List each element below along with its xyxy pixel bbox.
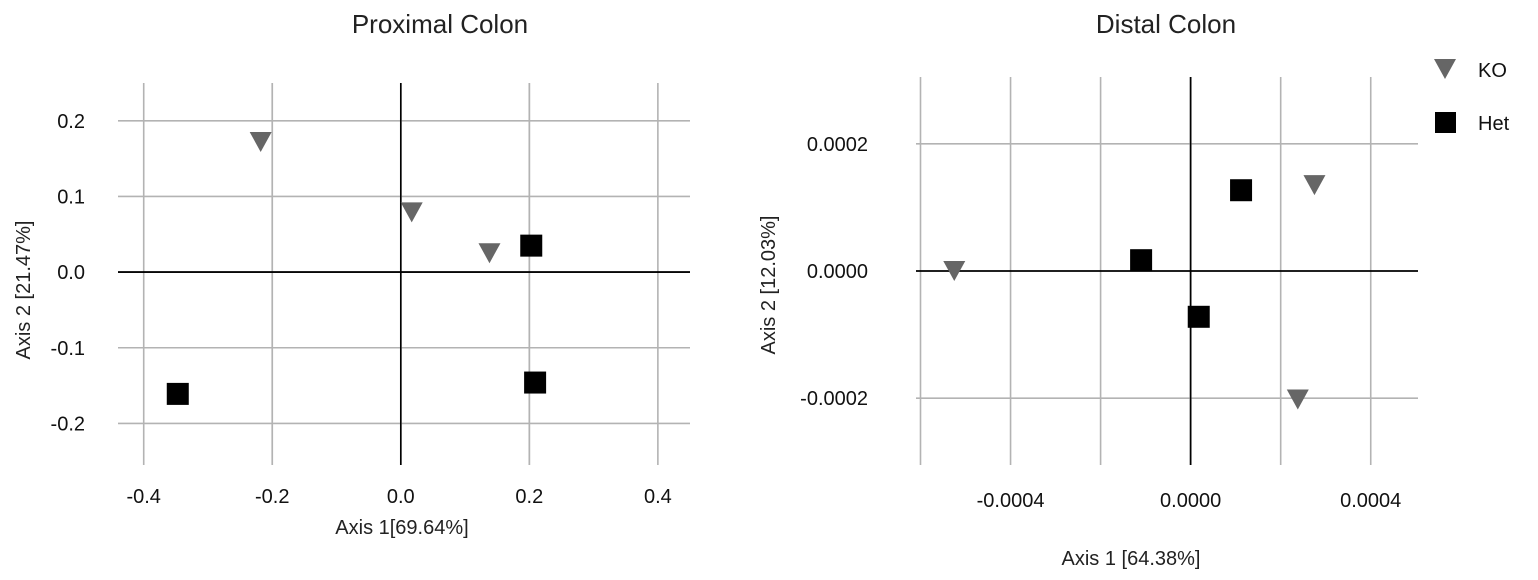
legend-het-marker [1435, 112, 1456, 133]
proximal-colon-x-axis-label: Axis 1[69.64%] [335, 517, 468, 539]
proximal-colon-x-tick-label: -0.2 [255, 486, 289, 508]
proximal-colon-y-tick-labels: -0.2 -0.1 0.0 0.1 0.2 [51, 111, 85, 436]
legend-het-label: Het [1478, 113, 1510, 135]
distal-colon-y-axis-label: Axis 2 [12.03%] [758, 216, 780, 355]
proximal-colon-panel: Proximal Colon -0.2-0.10.00.10.2 -0.4 -0.… [13, 9, 690, 539]
distal-colon-point-ko [1303, 175, 1326, 196]
distal-colon-point-het [1230, 179, 1253, 202]
distal-colon-y-tick-labels: -0.0002 0.0000 0.0002 [800, 134, 868, 410]
proximal-colon-x-tick-label: -0.4 [126, 486, 160, 508]
distal-colon-y-tick-label: -0.0002 [800, 388, 868, 410]
distal-colon-points [943, 175, 1326, 410]
proximal-colon-x-tick-label: 0.0 [387, 486, 415, 508]
distal-colon-y-tick-label: 0.0000 [807, 261, 868, 283]
proximal-colon-point-ko [249, 132, 272, 153]
legend-ko-marker [1434, 59, 1456, 79]
proximal-colon-y-tick-label: -0.1 [51, 338, 85, 360]
distal-colon-panel: Distal Colon -0.0002 0.0000 0.0002 -0.0004… [758, 9, 1418, 570]
proximal-colon-x-tick-labels: -0.4 -0.2 0.0 0.2 0.4 [126, 486, 671, 508]
legend: KO Het [1434, 59, 1510, 135]
distal-colon-x-tick-labels: -0.0004 0.0000 0.0004 [977, 490, 1402, 512]
distal-colon-title: Distal Colon [1096, 9, 1236, 39]
proximal-colon-title: Proximal Colon [352, 9, 528, 39]
proximal-colon-point-het [166, 382, 189, 405]
distal-colon-grid [916, 77, 1418, 465]
distal-colon-point-het [1187, 305, 1210, 328]
distal-colon-point-ko [943, 261, 966, 281]
proximal-colon-grid [118, 83, 690, 465]
distal-colon-y-tick-label: 0.0002 [807, 134, 868, 156]
distal-colon-x-tick-label: 0.0000 [1160, 490, 1221, 512]
proximal-colon-y-axis-label: Axis 2 [21.47%] [13, 221, 35, 360]
distal-colon-x-tick-label: 0.0004 [1340, 490, 1401, 512]
proximal-colon-y-tick-label: 0.0 [57, 262, 85, 284]
proximal-colon-point-het [524, 371, 547, 394]
distal-colon-point-het [1130, 249, 1153, 272]
proximal-colon-x-tick-label: 0.2 [515, 486, 543, 508]
legend-ko-label: KO [1478, 60, 1507, 82]
proximal-colon-points [166, 132, 547, 405]
proximal-colon-y-tick-label: 0.1 [57, 186, 85, 208]
proximal-colon-x-tick-label: 0.4 [644, 486, 672, 508]
proximal-colon-point-ko [400, 202, 423, 223]
distal-colon-x-axis-label: Axis 1 [64.38%] [1062, 548, 1201, 570]
proximal-colon-y-tick-label: -0.2 [51, 413, 85, 435]
proximal-colon-y-tick-label: 0.2 [57, 111, 85, 133]
distal-colon-x-tick-label: -0.0004 [977, 490, 1045, 512]
distal-colon-point-ko [1286, 389, 1309, 410]
proximal-colon-point-het [520, 234, 543, 257]
proximal-colon-point-ko [478, 243, 501, 264]
